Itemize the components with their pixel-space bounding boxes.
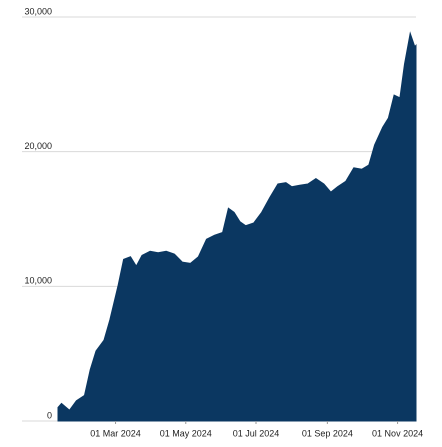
x-tick-label: 01 Mar 2024 xyxy=(90,428,141,438)
x-tick-label: 01 Sep 2024 xyxy=(302,428,353,438)
x-tick-label: 01 Nov 2024 xyxy=(372,428,423,438)
x-tick-label: 01 Jul 2024 xyxy=(233,428,280,438)
y-tick-label: 10,000 xyxy=(24,276,52,286)
y-tick-label: 30,000 xyxy=(24,6,52,16)
y-tick-label: 0 xyxy=(47,410,52,420)
area xyxy=(57,31,417,422)
x-tick-label: 01 May 2024 xyxy=(160,428,212,438)
y-tick-label: 20,000 xyxy=(24,141,52,151)
